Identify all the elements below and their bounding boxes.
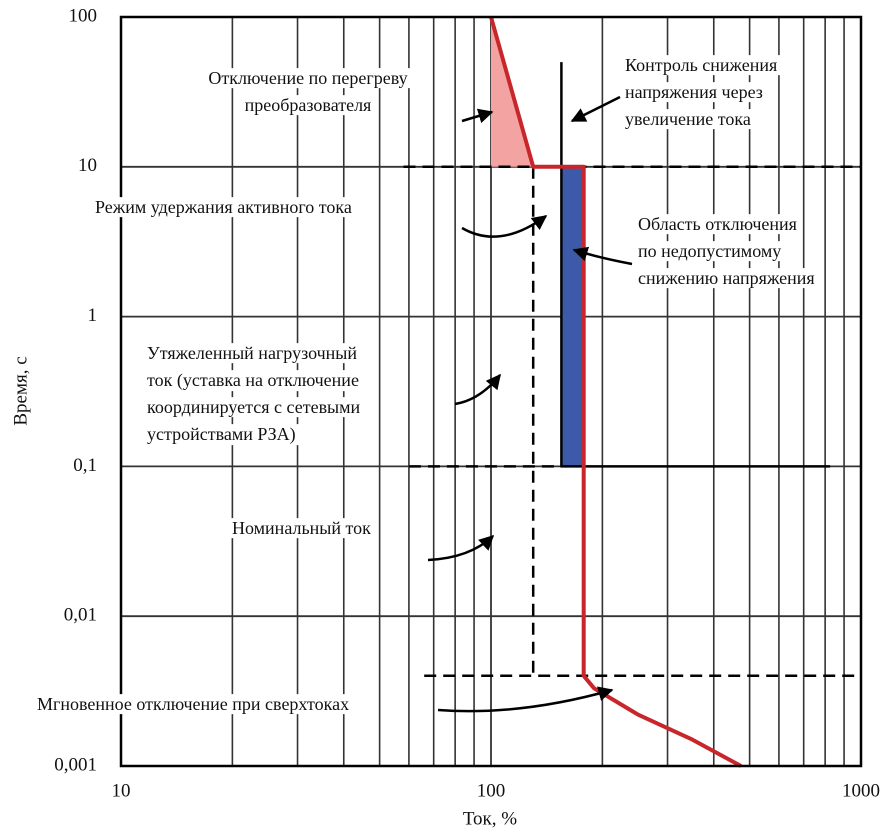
annotation-bg [635, 268, 818, 289]
plot-frame [119, 15, 863, 768]
annotation-bg [34, 694, 353, 715]
arrow [454, 373, 501, 406]
y-tick-label: 0,001 [54, 754, 97, 775]
annotation-bg [144, 343, 361, 364]
annotation: снижению напряжения [638, 268, 815, 288]
annotation: напряжения через [625, 82, 763, 102]
arrow [461, 214, 548, 238]
y-tick-label: 0,1 [73, 455, 97, 476]
annotation-bg [144, 424, 299, 446]
annotation: координируется с сетевыми [147, 397, 361, 417]
annotation: по недопустимому [638, 241, 781, 261]
annotation-bg [241, 95, 375, 116]
annotation: преобразователя [245, 95, 372, 115]
x-tick-label: 10 [112, 780, 131, 801]
annotation: ток (уставка на отключение [147, 370, 359, 391]
annotation-bg [635, 241, 785, 262]
fill-area [561, 166, 584, 467]
annotation: Область отключения [638, 214, 797, 234]
annotation: Мгновенное отключение при сверхтоках [37, 694, 349, 714]
arrow [427, 534, 495, 562]
arrow [437, 686, 614, 713]
annotation: Контроль снижения [625, 55, 777, 75]
annotation: устройствами РЗА) [147, 424, 296, 445]
arrow [572, 246, 633, 266]
annotation: Утяжеленный нагрузочный [147, 343, 357, 363]
y-tick-label: 0,01 [64, 605, 97, 626]
annotation: Отключение по перегреву [208, 68, 407, 88]
annotation-bg [622, 82, 766, 103]
arrow [461, 108, 494, 124]
annotation-bg [144, 397, 364, 418]
x-axis-label: Ток, % [463, 808, 517, 829]
annotation: Номинальный ток [232, 518, 371, 538]
arrow [570, 95, 621, 123]
line [560, 62, 831, 468]
annotations: Отключение по перегреву преобразователя Ко… [34, 55, 818, 715]
annotation-bg [635, 214, 800, 235]
y-tick-label: 1 [88, 305, 98, 326]
y-axis-label: Время, с [10, 356, 31, 425]
annotation-bg [92, 197, 355, 218]
annotation-bg [205, 68, 411, 89]
annotation-bg [144, 370, 362, 392]
annotation-bg [622, 109, 754, 130]
line [489, 16, 742, 768]
y-tick-label: 100 [69, 5, 98, 26]
annotation: увеличение тока [625, 109, 751, 129]
x-tick-label: 1000 [842, 780, 880, 801]
annotation-bg [622, 55, 781, 76]
y-tick-label: 10 [78, 155, 97, 176]
marks [403, 16, 861, 768]
annotation-bg [229, 518, 375, 539]
x-tick-label: 100 [477, 780, 506, 801]
annotation: Режим удержания активного тока [95, 197, 352, 217]
